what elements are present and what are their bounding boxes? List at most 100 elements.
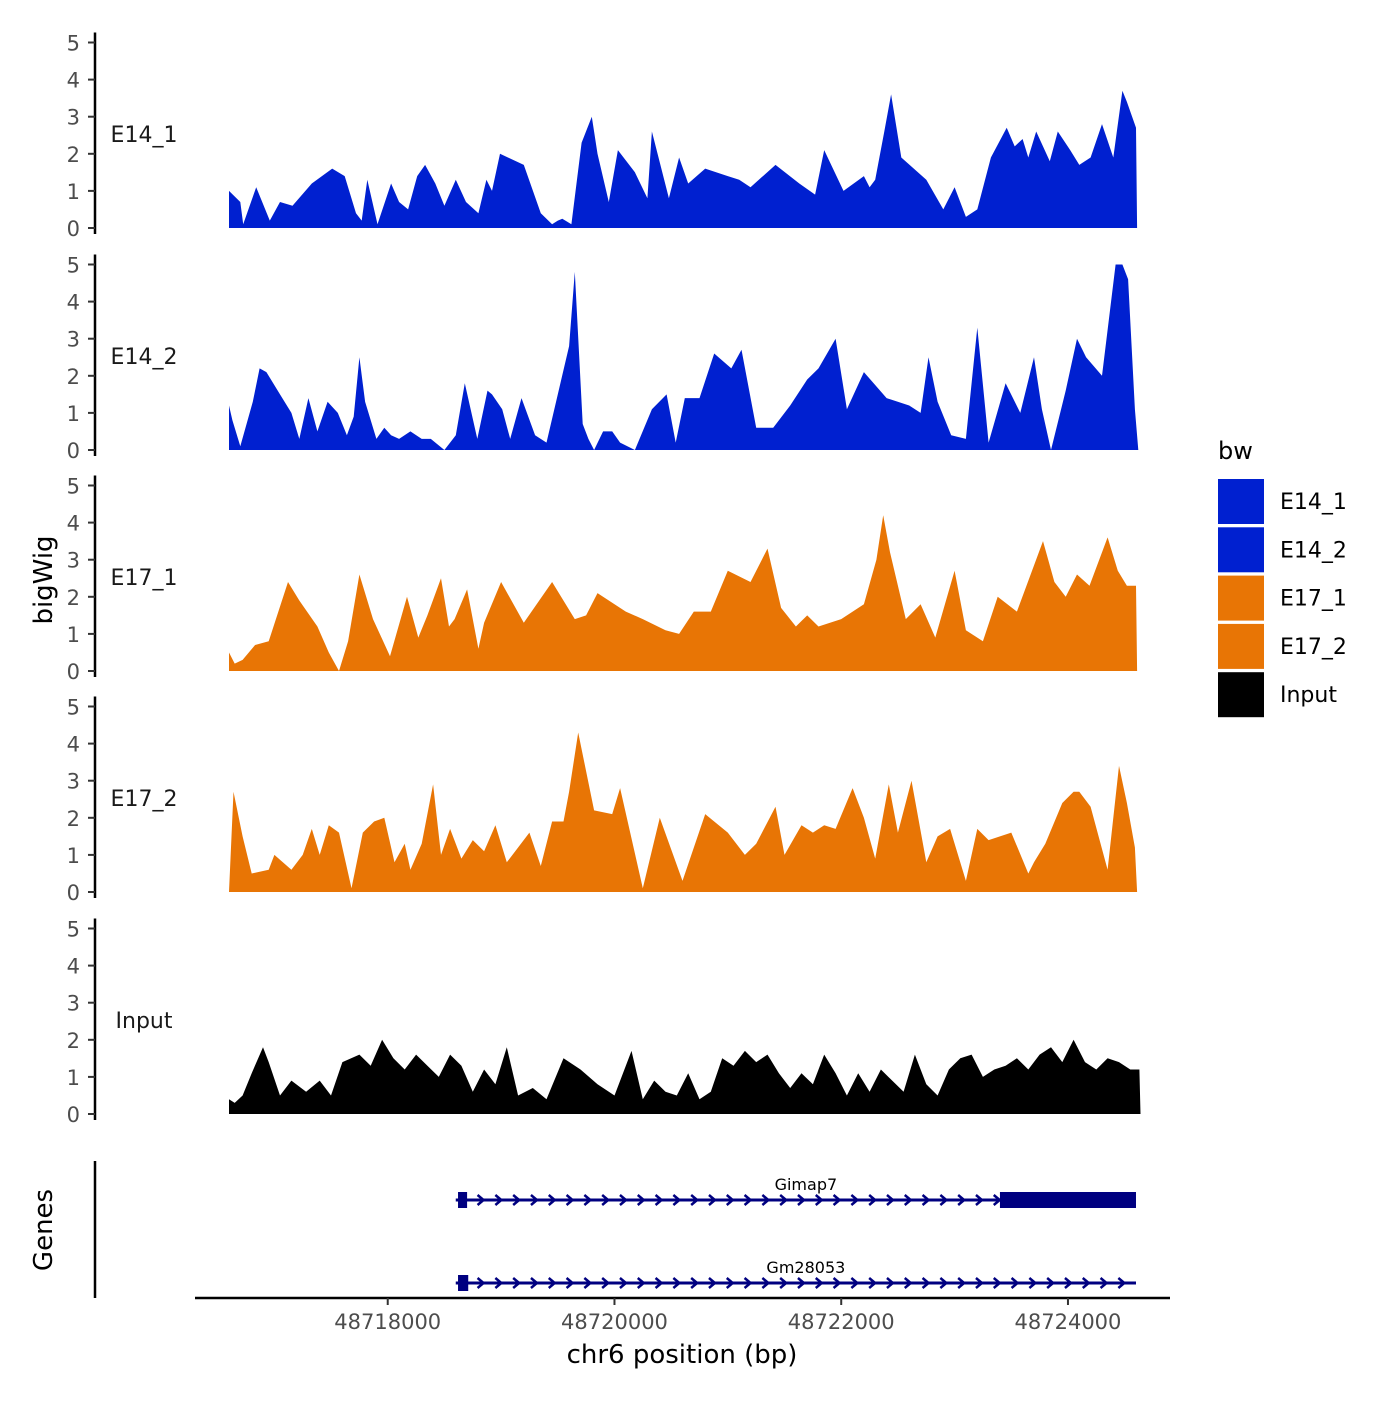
y-tick-label: 2 [67,365,80,389]
strand-arrow [1028,1277,1038,1289]
strand-arrow [832,1277,842,1289]
strand-arrow [619,1277,628,1289]
strand-arrow [1117,1277,1127,1289]
y-tick-label: 2 [67,143,80,167]
y-tick-label: 4 [67,291,80,315]
y-tick-label: 4 [67,69,80,93]
strand-arrow [850,1277,860,1289]
strand-arrow [832,1194,842,1206]
y-tick-label: 2 [67,1029,80,1053]
strand-arrow [992,1277,1002,1289]
y-tick-label: 1 [67,623,80,647]
legend-title: bw [1218,437,1253,465]
coverage-area-E14_2 [229,264,1139,450]
strand-arrow [583,1277,593,1289]
gene-Gm28053: Gm28053 [455,1258,1136,1291]
y-tick-label: 4 [67,733,80,757]
strand-arrow [654,1194,664,1206]
strand-arrow [868,1277,878,1289]
strand-arrow [814,1277,824,1289]
strand-arrow [761,1277,771,1289]
genes-axis-title: Genes [29,1189,59,1271]
strand-arrow [921,1194,931,1206]
coverage-area-Input [229,1039,1141,1114]
track-label: E17_1 [111,566,178,591]
strand-arrow [654,1277,664,1289]
legend-swatch [1218,575,1264,621]
strand-arrow [601,1194,611,1206]
strand-arrow [886,1277,895,1289]
strand-arrow [868,1194,878,1206]
strand-arrow [494,1194,504,1206]
strand-arrow [512,1277,522,1289]
legend-label: E14_2 [1280,538,1347,563]
y-tick-label: 1 [67,1066,80,1090]
y-tick-label: 5 [67,918,80,942]
strand-arrow [939,1194,949,1206]
legend-label: Input [1280,683,1337,708]
strand-arrow [636,1277,646,1289]
x-tick-label: 48724000 [1015,1310,1122,1334]
strand-arrow [583,1194,593,1206]
y-axis-title: bigWig [29,535,59,624]
legend-label: E17_1 [1280,587,1347,612]
track-label: Input [116,1009,173,1034]
x-tick-label: 48720000 [561,1310,668,1334]
gene-label: Gm28053 [766,1258,845,1277]
track-label: E14_1 [111,123,178,148]
y-tick-label: 0 [67,1103,80,1127]
strand-arrow [476,1277,486,1289]
strand-arrow [939,1277,949,1289]
strand-arrow [547,1277,557,1289]
strand-arrow [1099,1277,1109,1289]
strand-arrow [512,1194,522,1206]
strand-arrow [975,1277,984,1289]
exon-block [458,1275,469,1291]
strand-arrow [636,1194,646,1206]
y-tick-label: 0 [67,439,80,463]
strand-arrow [992,1194,1002,1206]
y-tick-label: 3 [67,106,80,130]
y-tick-label: 1 [67,402,80,426]
strand-arrow [565,1194,575,1206]
y-tick-label: 3 [67,549,80,573]
y-tick-label: 0 [67,660,80,684]
gene-label: Gimap7 [775,1175,838,1194]
y-tick-label: 3 [67,328,80,352]
strand-arrow [725,1194,735,1206]
track-panels: 0 1 2 3 4 5 E14_1 0 1 2 3 4 5 E14_2 0 1 2 3 4 5 E17_1 0 1 2 3 4 5 E… [67,32,1141,1127]
x-axis-title: chr6 position (bp) [567,1340,798,1370]
track-panel-E14_1: 0 1 2 3 4 5 E14_1 [67,32,1138,241]
strand-arrow [1081,1277,1091,1289]
strand-arrow [547,1194,557,1206]
strand-arrow [975,1194,984,1206]
legend-swatch [1218,672,1264,718]
y-tick-label: 5 [67,254,80,278]
coverage-area-E14_1 [229,90,1138,228]
strand-arrow [903,1277,913,1289]
legend-label: E17_2 [1280,635,1347,660]
coverage-area-E17_1 [229,515,1138,671]
strand-arrow [779,1277,789,1289]
legend-swatch [1218,479,1264,524]
strand-arrow [957,1277,967,1289]
strand-arrow [797,1194,806,1206]
genes-panel: Gimap7 Gm28053 [93,1161,1136,1298]
coverage-area-E17_2 [229,732,1138,892]
exon-block [999,1192,1136,1208]
strand-arrow [1064,1277,1073,1289]
y-tick-label: 3 [67,770,80,794]
y-tick-label: 1 [67,180,80,204]
track-panel-Input: 0 1 2 3 4 5 Input [67,918,1141,1127]
y-tick-label: 4 [67,512,80,536]
strand-arrow [725,1277,735,1289]
y-tick-label: 5 [67,32,80,56]
x-axis: 48718000 48720000 48722000 48724000 [195,1296,1170,1334]
track-panel-E17_2: 0 1 2 3 4 5 E17_2 [67,696,1138,905]
track-panel-E14_2: 0 1 2 3 4 5 E14_2 [67,254,1139,463]
strand-arrow [814,1194,824,1206]
strand-arrow [921,1277,931,1289]
